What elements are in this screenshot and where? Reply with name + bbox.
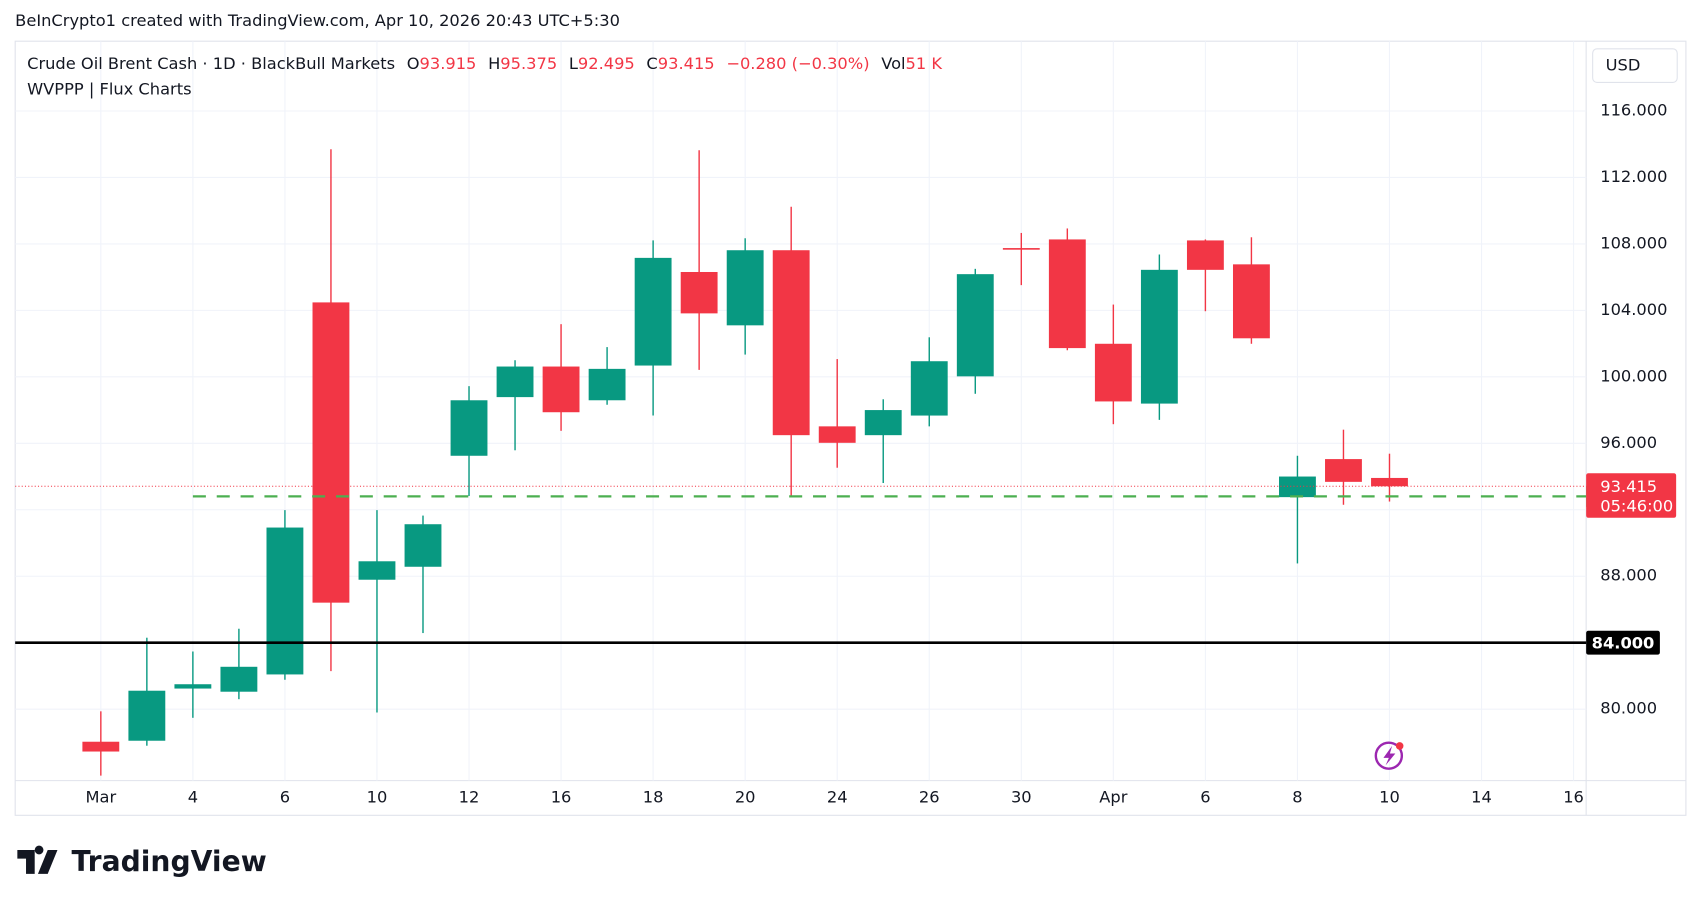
candle-body bbox=[128, 690, 166, 741]
x-tick-label: 4 bbox=[188, 787, 198, 806]
open-value: 93.915 bbox=[420, 53, 477, 72]
high-value: 95.375 bbox=[500, 53, 557, 72]
candle-body bbox=[496, 366, 534, 398]
x-tick-label: 10 bbox=[367, 787, 388, 806]
candle-body bbox=[1232, 264, 1270, 339]
candle-body bbox=[588, 368, 626, 401]
icon-dot[interactable] bbox=[1395, 742, 1404, 750]
candle-body bbox=[910, 361, 948, 416]
last-price-tag bbox=[1586, 473, 1677, 518]
y-tick-label: 116.000 bbox=[1600, 100, 1667, 119]
candle-body bbox=[1371, 477, 1408, 487]
x-tick-label: 12 bbox=[459, 787, 480, 806]
x-tick-label: 16 bbox=[1563, 787, 1584, 806]
volume-value: 51 K bbox=[906, 53, 943, 72]
replay-icon[interactable] bbox=[1374, 741, 1404, 770]
candle-body bbox=[174, 684, 212, 689]
x-tick-label: 30 bbox=[1011, 787, 1032, 806]
candle-body bbox=[1002, 248, 1040, 250]
logo-mark bbox=[17, 845, 58, 874]
candle-body bbox=[1325, 459, 1362, 482]
y-tick-label: 104.000 bbox=[1600, 300, 1667, 319]
open-label: O bbox=[407, 53, 420, 72]
low-value: 92.495 bbox=[578, 53, 635, 72]
y-tick-label: 88.000 bbox=[1600, 566, 1657, 585]
y-tick-label: 80.000 bbox=[1600, 699, 1657, 718]
candle-body bbox=[404, 524, 442, 567]
chart-title: Crude Oil Brent Cash · 1D · BlackBull Ma… bbox=[27, 53, 395, 72]
price-tag bbox=[1586, 630, 1660, 655]
candle-body bbox=[1186, 240, 1224, 270]
candle-body bbox=[726, 250, 764, 326]
x-tick-label: 24 bbox=[827, 787, 848, 806]
y-tick-label: 100.000 bbox=[1600, 366, 1667, 385]
x-tick-label: Mar bbox=[85, 787, 116, 806]
x-tick-label: 16 bbox=[551, 787, 572, 806]
x-tick-label: 8 bbox=[1292, 787, 1302, 806]
x-tick-label: 14 bbox=[1471, 787, 1492, 806]
x-tick-label: 26 bbox=[919, 787, 940, 806]
close-label: C bbox=[646, 53, 657, 72]
candle-body bbox=[1048, 239, 1086, 349]
candle-body bbox=[82, 741, 120, 752]
close-value: 93.415 bbox=[658, 53, 715, 72]
volume-label: Vol bbox=[881, 53, 905, 72]
x-tick-label: 6 bbox=[1200, 787, 1210, 806]
candle-body bbox=[220, 666, 258, 692]
candle-body bbox=[1094, 343, 1132, 402]
change: −0.280 (−0.30%) bbox=[726, 53, 869, 72]
y-tick-label: 108.000 bbox=[1600, 233, 1667, 252]
candle-body bbox=[956, 274, 994, 377]
candle-body bbox=[864, 410, 902, 436]
icon-bolt[interactable] bbox=[1383, 745, 1396, 766]
x-tick-label: 10 bbox=[1379, 787, 1400, 806]
candle-body bbox=[1140, 269, 1178, 404]
candle-body bbox=[818, 426, 856, 443]
candle-body bbox=[1279, 476, 1316, 498]
candle-body bbox=[312, 302, 350, 603]
currency-label[interactable]: USD bbox=[1606, 56, 1641, 75]
candle-body bbox=[358, 561, 396, 580]
y-tick-label: 112.000 bbox=[1600, 167, 1667, 186]
high-label: H bbox=[488, 53, 500, 72]
logo-text: TradingView bbox=[72, 845, 267, 878]
candle-body bbox=[680, 271, 718, 314]
watermark: BeInCrypto1 created with TradingView.com… bbox=[15, 11, 620, 30]
indicator-label: WVPPP | Flux Charts bbox=[27, 79, 191, 98]
candle-body bbox=[634, 257, 672, 366]
y-tick-label: 96.000 bbox=[1600, 433, 1657, 452]
last-price-label: 93.415 bbox=[1600, 477, 1657, 496]
x-tick-label: 18 bbox=[643, 787, 664, 806]
candle-body bbox=[266, 527, 304, 675]
candle-body bbox=[450, 400, 488, 456]
icon-circle[interactable] bbox=[1374, 741, 1404, 770]
x-tick-label: Apr bbox=[1099, 787, 1127, 806]
low-label: L bbox=[569, 53, 578, 72]
candle-body bbox=[542, 366, 580, 413]
price-tag-label: 84.000 bbox=[1592, 633, 1655, 652]
countdown-label: 05:46:00 bbox=[1600, 496, 1673, 515]
chart-frame bbox=[14, 40, 1687, 816]
x-tick-label: 20 bbox=[735, 787, 756, 806]
x-tick-label: 6 bbox=[280, 787, 290, 806]
tradingview-logo: TradingView bbox=[17, 845, 267, 878]
candle-body bbox=[772, 250, 810, 436]
currency-button[interactable] bbox=[1592, 48, 1678, 83]
legend-header: Crude Oil Brent Cash · 1D · BlackBull Ma… bbox=[27, 53, 942, 72]
